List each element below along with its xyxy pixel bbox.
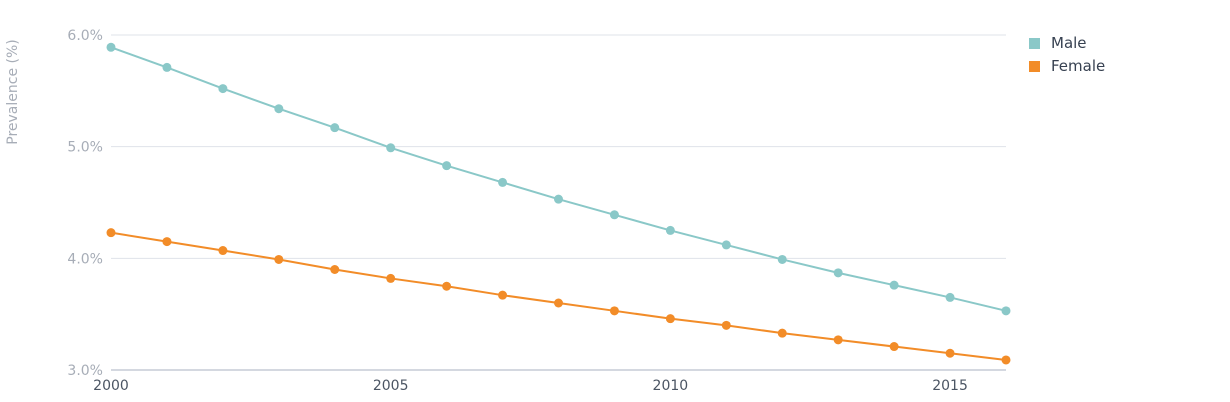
- legend-label: Male: [1051, 34, 1087, 52]
- series: [106, 42, 1011, 365]
- data-point[interactable]: [777, 254, 787, 264]
- data-point[interactable]: [665, 314, 675, 324]
- grid: [111, 34, 1006, 371]
- legend-item-male[interactable]: Male: [1029, 34, 1087, 52]
- data-point[interactable]: [721, 320, 731, 330]
- y-tick-label: 6.0%: [67, 28, 103, 44]
- data-point[interactable]: [498, 177, 508, 187]
- series-female: [106, 228, 1011, 365]
- data-point[interactable]: [554, 194, 563, 204]
- x-tick-label: 2010: [653, 378, 689, 394]
- y-axis-label: Prevalence (%): [5, 39, 21, 145]
- data-point[interactable]: [274, 254, 284, 264]
- data-point[interactable]: [442, 281, 452, 291]
- data-point[interactable]: [218, 84, 228, 94]
- data-point[interactable]: [442, 161, 452, 171]
- series-male: [106, 42, 1011, 316]
- data-point[interactable]: [106, 228, 116, 238]
- data-point[interactable]: [386, 273, 396, 283]
- data-point[interactable]: [1001, 355, 1011, 365]
- legend-label: Female: [1051, 57, 1105, 75]
- x-tick-label: 2015: [932, 378, 968, 394]
- data-point[interactable]: [498, 290, 508, 300]
- legend-swatch: [1029, 38, 1040, 49]
- series-line: [110, 231, 1007, 361]
- data-point[interactable]: [665, 225, 675, 235]
- legend[interactable]: Male Female: [1029, 34, 1105, 75]
- data-point[interactable]: [218, 246, 228, 256]
- data-point[interactable]: [1001, 306, 1011, 316]
- x-axis-ticks: 2000 2005 2010 2015: [93, 378, 968, 394]
- data-point[interactable]: [386, 143, 396, 153]
- data-point[interactable]: [554, 298, 563, 308]
- data-point[interactable]: [274, 104, 284, 114]
- data-point[interactable]: [609, 210, 619, 220]
- y-tick-label: 4.0%: [67, 251, 103, 267]
- y-tick-label: 3.0%: [67, 363, 103, 379]
- data-point[interactable]: [945, 292, 955, 302]
- data-point[interactable]: [889, 342, 899, 352]
- data-point[interactable]: [330, 123, 340, 133]
- x-tick-label: 2000: [93, 378, 129, 394]
- data-point[interactable]: [721, 240, 731, 250]
- legend-item-female[interactable]: Female: [1029, 57, 1105, 75]
- legend-swatch: [1029, 61, 1040, 72]
- data-point[interactable]: [833, 335, 843, 345]
- data-point[interactable]: [106, 42, 116, 52]
- y-axis-ticks: 3.0% 4.0% 5.0% 6.0%: [67, 28, 103, 379]
- data-point[interactable]: [945, 348, 955, 358]
- data-point[interactable]: [777, 328, 787, 338]
- data-point[interactable]: [162, 62, 172, 72]
- series-line: [110, 46, 1007, 312]
- data-point[interactable]: [162, 237, 172, 247]
- data-point[interactable]: [609, 306, 619, 316]
- data-point[interactable]: [330, 265, 340, 274]
- data-point[interactable]: [833, 268, 843, 278]
- x-tick-label: 2005: [373, 378, 409, 394]
- y-tick-label: 5.0%: [67, 140, 103, 156]
- data-point[interactable]: [889, 280, 899, 290]
